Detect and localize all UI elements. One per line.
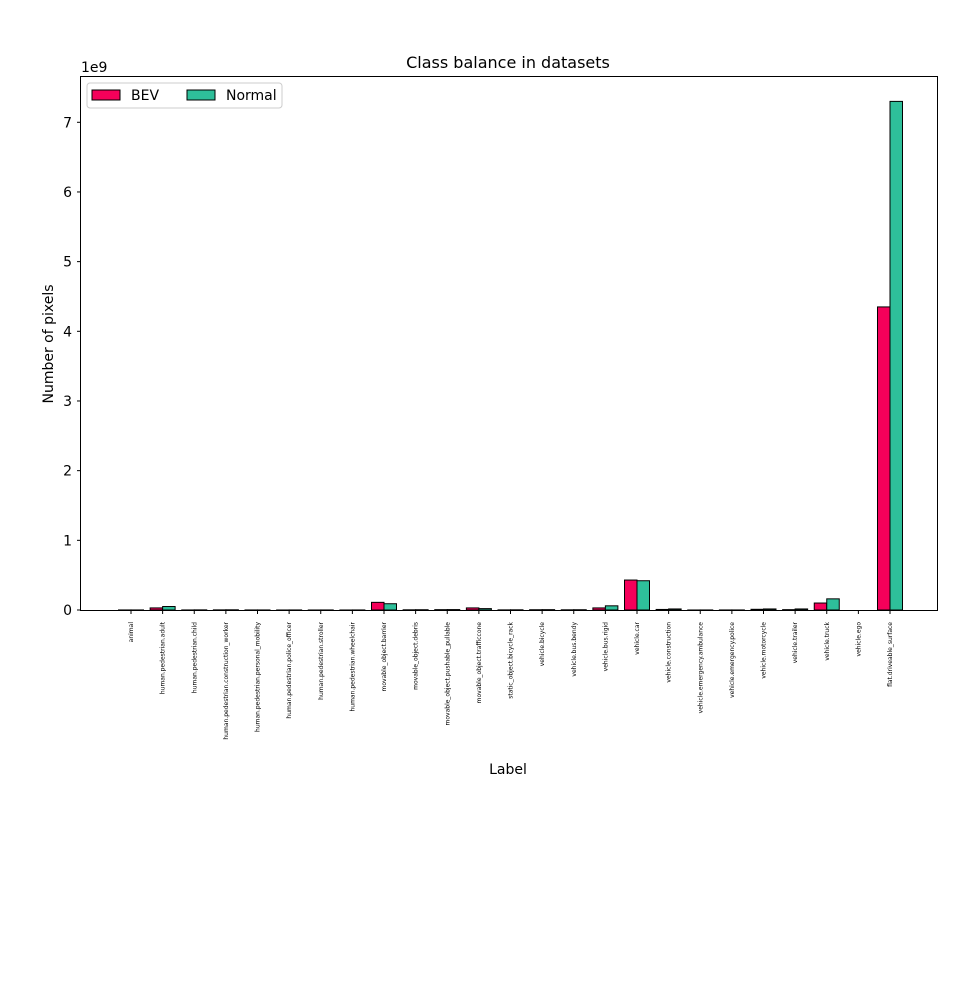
bar-bev-movable_object.barrier	[372, 602, 385, 610]
legend-swatch-bev	[92, 90, 120, 100]
x-tick-label: vehicle.trailer	[792, 621, 799, 663]
plot-frame	[81, 77, 938, 611]
chart-title: Class balance in datasets	[406, 53, 610, 72]
bar-bev-vehicle.truck	[814, 603, 827, 610]
x-tick-label: static_object.bicycle_rack	[508, 621, 515, 698]
x-tick-label: movable_object.pushable_pullable	[444, 622, 451, 726]
x-tick-label: vehicle.motorcycle	[761, 622, 768, 679]
x-tick-label: human.pedestrian.stroller	[318, 621, 325, 699]
x-tick-label: human.pedestrian.adult	[160, 621, 167, 694]
x-tick-label: vehicle.construction	[666, 622, 673, 683]
x-tick-label: vehicle.emergency.police	[729, 622, 736, 698]
y-tick-label: 6	[63, 185, 72, 201]
y-tick-label: 1	[63, 533, 72, 549]
x-axis-label: Label	[489, 762, 527, 778]
x-tick-label: vehicle.car	[634, 621, 641, 654]
bar-normal-human.pedestrian.adult	[163, 607, 176, 610]
bar-normal-vehicle.trailer	[795, 609, 808, 610]
bar-bev-vehicle.construction	[656, 609, 669, 610]
x-tick-label: vehicle.emergency.ambulance	[697, 622, 704, 714]
bar-normal-vehicle.construction	[669, 609, 682, 610]
x-tick-label: movable_object.barrier	[381, 621, 388, 691]
bar-bev-vehicle.car	[625, 580, 638, 610]
x-tick-label: vehicle.ego	[855, 622, 862, 657]
y-tick-label: 7	[63, 115, 72, 131]
y-tick-label: 0	[63, 603, 72, 619]
series-normal	[131, 101, 903, 610]
y-tick-label: 4	[63, 324, 72, 340]
y-tick-label: 3	[63, 394, 72, 410]
x-tick-label: vehicle.bus.bendy	[571, 622, 578, 677]
legend-label-bev: BEV	[131, 88, 159, 104]
x-tick-label: vehicle.bus.rigid	[602, 622, 609, 672]
x-axis-ticks: animal human.pedestrian.adult human.pedest…	[128, 610, 894, 740]
x-tick-label: animal	[128, 622, 135, 643]
bar-bev-movable_object.trafficcone	[466, 608, 479, 610]
legend: BEV Normal	[87, 83, 282, 108]
x-tick-label: human.pedestrian.wheelchair	[349, 621, 356, 711]
bar-normal-movable_object.barrier	[384, 604, 397, 610]
x-tick-label: vehicle.bicycle	[539, 622, 546, 667]
x-tick-label: flat.driveable_surface	[887, 622, 894, 687]
x-tick-label: human.pedestrian.child	[191, 622, 198, 693]
bar-bev-human.pedestrian.adult	[150, 608, 163, 610]
bar-normal-vehicle.car	[637, 581, 650, 610]
bar-normal-movable_object.trafficcone	[479, 609, 492, 610]
x-tick-label: movable_object.debris	[413, 622, 420, 690]
legend-label-normal: Normal	[226, 88, 277, 104]
y-axis-label: Number of pixels	[41, 284, 57, 403]
bar-normal-vehicle.bus.rigid	[605, 606, 618, 610]
bar-bev-vehicle.bus.rigid	[593, 608, 606, 610]
x-tick-label: movable_object.trafficcone	[476, 622, 483, 704]
legend-swatch-normal	[187, 90, 215, 100]
y-scale-note: 1e9	[81, 60, 107, 76]
bar-bev-vehicle.motorcycle	[751, 609, 764, 610]
x-tick-label: vehicle.truck	[824, 621, 831, 660]
bar-normal-flat.driveable_surface	[890, 101, 903, 610]
bar-normal-vehicle.motorcycle	[764, 609, 777, 610]
x-tick-label: human.pedestrian.construction_worker	[223, 621, 230, 739]
bar-normal-vehicle.truck	[827, 599, 840, 610]
bar-bev-flat.driveable_surface	[878, 307, 891, 610]
x-tick-label: human.pedestrian.police_officer	[286, 621, 293, 718]
y-tick-label: 2	[63, 464, 72, 480]
bars-layer	[119, 101, 903, 610]
x-tick-label: human.pedestrian.personal_mobility	[255, 622, 262, 732]
series-bev	[119, 307, 891, 610]
y-axis-ticks: 0 1 2 3 4 5 6 7	[63, 115, 81, 619]
y-tick-label: 5	[63, 255, 72, 271]
